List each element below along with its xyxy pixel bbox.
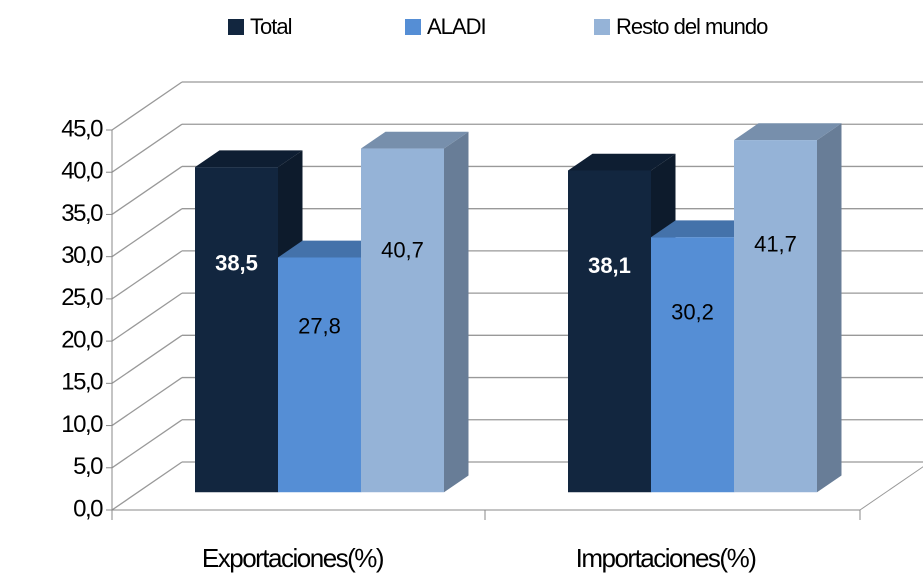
y-tick-label: 0,0 [73, 495, 103, 522]
bar-top [734, 123, 842, 141]
legend-label: Resto del mundo [616, 14, 768, 39]
y-tick-label: 10,0 [61, 411, 103, 438]
grid-line [111, 250, 183, 300]
x-tick-label: Importaciones(%) [576, 543, 757, 573]
y-tick-label: 35,0 [61, 200, 103, 227]
grid-line [111, 377, 183, 427]
bar [361, 148, 444, 493]
bar [651, 237, 734, 493]
grid-line [111, 461, 183, 511]
bar [734, 140, 817, 493]
grid-line [111, 208, 183, 258]
value-label: 27,8 [298, 314, 341, 339]
y-tick-label: 40,0 [61, 158, 103, 185]
bar [195, 167, 278, 493]
legend-swatch [228, 19, 244, 35]
value-label: 40,7 [381, 237, 424, 262]
bar-top [361, 131, 469, 149]
value-label: 30,2 [671, 300, 714, 325]
bar-top [278, 240, 386, 258]
grid-line [111, 292, 183, 342]
legend-swatch [594, 19, 610, 35]
y-tick-label: 5,0 [73, 453, 103, 480]
bar [568, 170, 651, 493]
bar [278, 257, 361, 493]
bar-top [651, 220, 759, 238]
axis-line [859, 466, 923, 511]
bar-side [817, 123, 842, 493]
y-tick-label: 45,0 [61, 115, 103, 142]
bar-side [444, 131, 469, 493]
grid-line [111, 334, 183, 384]
x-tick-label: Exportaciones(%) [202, 543, 384, 573]
grid-line [111, 123, 183, 173]
y-tick-label: 30,0 [61, 242, 103, 269]
bar-top [568, 153, 676, 171]
grid-line [111, 165, 183, 215]
legend-label: ALADI [427, 14, 486, 39]
value-label: 38,5 [215, 250, 258, 275]
grid-line [111, 81, 183, 131]
y-tick-label: 15,0 [61, 369, 103, 396]
legend-swatch [405, 19, 421, 35]
legend-label: Total [250, 14, 292, 39]
y-tick-label: 20,0 [61, 326, 103, 353]
value-label: 38,1 [588, 253, 631, 278]
y-tick-label: 25,0 [61, 284, 103, 311]
value-label: 41,7 [754, 232, 797, 257]
grid-line [111, 419, 183, 469]
bar-top [195, 150, 303, 168]
